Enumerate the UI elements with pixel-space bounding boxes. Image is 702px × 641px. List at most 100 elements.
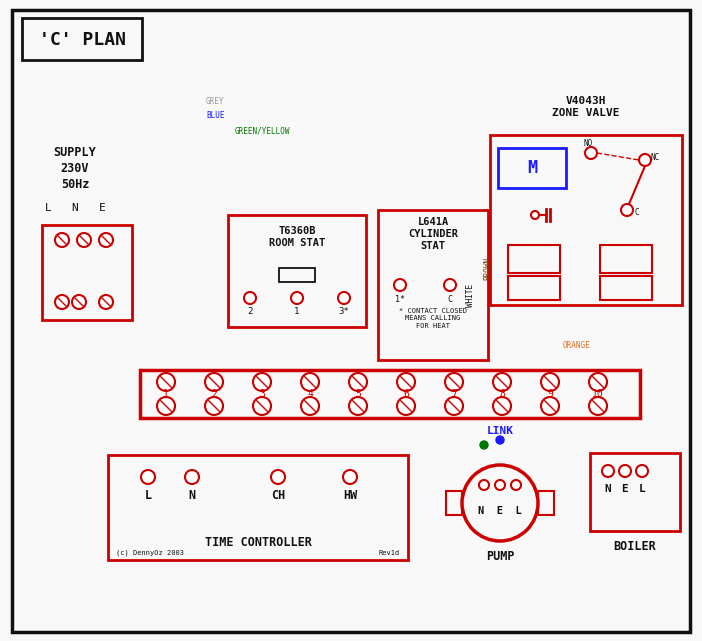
Circle shape <box>639 154 651 166</box>
Circle shape <box>445 397 463 415</box>
Bar <box>600 245 652 273</box>
Text: NC: NC <box>650 153 660 162</box>
Circle shape <box>244 292 256 304</box>
Circle shape <box>349 373 367 391</box>
Bar <box>498 148 566 188</box>
Circle shape <box>141 470 155 484</box>
Circle shape <box>589 373 607 391</box>
Circle shape <box>72 295 86 309</box>
Circle shape <box>99 233 113 247</box>
Circle shape <box>531 211 539 219</box>
Circle shape <box>185 470 199 484</box>
Text: E: E <box>622 484 628 494</box>
Bar <box>228 215 366 327</box>
Circle shape <box>445 373 463 391</box>
Text: N: N <box>188 488 196 501</box>
Circle shape <box>301 373 319 391</box>
Text: (c) DennyOz 2003: (c) DennyOz 2003 <box>116 550 184 556</box>
Text: L   N   E: L N E <box>45 203 105 213</box>
Circle shape <box>621 204 633 216</box>
Text: N  E  L: N E L <box>478 506 522 516</box>
Text: NO: NO <box>583 138 592 147</box>
Text: HW: HW <box>343 488 357 501</box>
Circle shape <box>397 397 415 415</box>
Circle shape <box>602 465 614 477</box>
Text: 'C' PLAN: 'C' PLAN <box>39 31 126 49</box>
Circle shape <box>585 147 597 159</box>
Circle shape <box>511 480 521 490</box>
Bar <box>490 135 682 305</box>
Circle shape <box>205 373 223 391</box>
Bar <box>42 225 132 320</box>
Circle shape <box>55 295 69 309</box>
Text: GREY: GREY <box>206 97 225 106</box>
Text: T6360B
ROOM STAT: T6360B ROOM STAT <box>269 226 325 248</box>
Text: 8: 8 <box>499 389 505 399</box>
Circle shape <box>541 373 559 391</box>
Circle shape <box>495 480 505 490</box>
Circle shape <box>301 397 319 415</box>
Circle shape <box>343 470 357 484</box>
Bar <box>279 268 315 282</box>
Text: BROWN: BROWN <box>483 256 492 279</box>
Circle shape <box>619 465 631 477</box>
Text: M: M <box>527 159 537 177</box>
Circle shape <box>205 397 223 415</box>
Bar <box>140 370 640 418</box>
Bar <box>538 491 554 515</box>
Text: BOILER: BOILER <box>614 540 656 553</box>
Text: C: C <box>447 294 453 303</box>
Text: 9: 9 <box>547 389 553 399</box>
Circle shape <box>636 465 648 477</box>
Circle shape <box>589 397 607 415</box>
Circle shape <box>99 295 113 309</box>
Bar <box>508 276 560 300</box>
Bar <box>108 455 408 560</box>
Circle shape <box>444 279 456 291</box>
Circle shape <box>271 470 285 484</box>
Text: PUMP: PUMP <box>486 549 515 563</box>
Bar <box>22 18 142 60</box>
Text: N: N <box>604 484 611 494</box>
Circle shape <box>493 397 511 415</box>
Text: * CONTACT CLOSED
MEANS CALLING
FOR HEAT: * CONTACT CLOSED MEANS CALLING FOR HEAT <box>399 308 467 328</box>
Circle shape <box>479 480 489 490</box>
Text: 5: 5 <box>355 389 361 399</box>
Text: V4043H
ZONE VALVE: V4043H ZONE VALVE <box>552 96 620 118</box>
Circle shape <box>338 292 350 304</box>
Text: 2: 2 <box>247 306 253 315</box>
Text: 1*: 1* <box>395 294 405 303</box>
Circle shape <box>462 465 538 541</box>
Text: BLUE: BLUE <box>206 110 225 119</box>
Circle shape <box>541 397 559 415</box>
Circle shape <box>496 436 504 444</box>
Text: 3*: 3* <box>338 306 350 315</box>
Circle shape <box>480 441 488 449</box>
Text: SUPPLY
230V
50Hz: SUPPLY 230V 50Hz <box>53 146 96 190</box>
Circle shape <box>157 373 175 391</box>
Circle shape <box>253 397 271 415</box>
Text: L: L <box>145 488 152 501</box>
Bar <box>508 245 560 273</box>
Text: 2: 2 <box>211 389 217 399</box>
Circle shape <box>394 279 406 291</box>
Bar <box>590 453 680 531</box>
Text: C: C <box>635 208 640 217</box>
Circle shape <box>55 233 69 247</box>
Circle shape <box>253 373 271 391</box>
Text: 1: 1 <box>294 306 300 315</box>
Text: GREEN/YELLOW: GREEN/YELLOW <box>235 126 291 135</box>
Text: 3: 3 <box>259 389 265 399</box>
Text: L641A
CYLINDER
STAT: L641A CYLINDER STAT <box>408 217 458 251</box>
Circle shape <box>349 397 367 415</box>
Circle shape <box>397 373 415 391</box>
Bar <box>600 276 652 300</box>
Text: 4: 4 <box>307 389 313 399</box>
Circle shape <box>157 397 175 415</box>
Text: TIME CONTROLLER: TIME CONTROLLER <box>204 535 312 549</box>
Text: 7: 7 <box>451 389 457 399</box>
Bar <box>378 210 488 360</box>
Text: 10: 10 <box>592 389 604 399</box>
Text: WHITE: WHITE <box>466 283 475 306</box>
Text: 1: 1 <box>163 389 169 399</box>
